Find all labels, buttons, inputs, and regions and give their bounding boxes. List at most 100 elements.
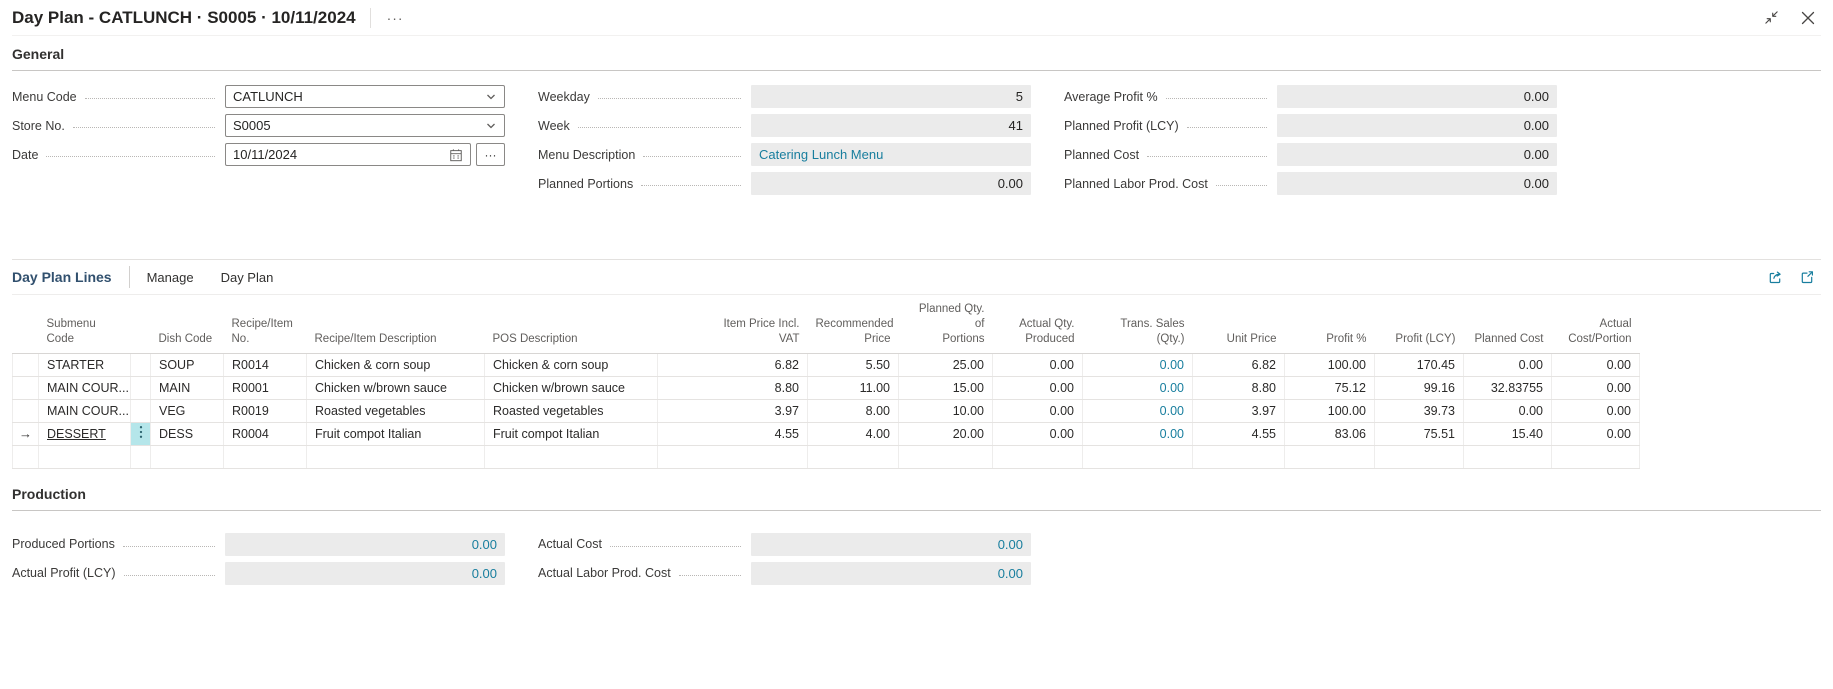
close-icon[interactable]: [1801, 11, 1815, 25]
cell-pos_desc[interactable]: Chicken w/brown sauce: [484, 376, 658, 400]
col-header-trans_sales[interactable]: Trans. Sales (Qty.): [1082, 296, 1193, 354]
produced-portions-field[interactable]: 0.00: [225, 532, 505, 556]
cell-actual_cost[interactable]: 0.00: [1551, 353, 1640, 377]
col-header-submenu[interactable]: Submenu Code: [38, 296, 131, 354]
col-header-planned_qty[interactable]: Planned Qty. of Portions: [898, 296, 993, 354]
day-plan-menu-item[interactable]: Day Plan: [220, 269, 274, 285]
cell-unit_price[interactable]: 4.55: [1192, 422, 1285, 446]
menu-description-field[interactable]: Catering Lunch Menu: [751, 143, 1031, 166]
row-options-cell[interactable]: [130, 422, 151, 446]
cell-rec_price[interactable]: [807, 445, 899, 469]
cell-recipe_no[interactable]: R0004: [223, 422, 307, 446]
cell-trans_sales[interactable]: 0.00: [1082, 422, 1193, 446]
cell-dish[interactable]: MAIN: [150, 376, 224, 400]
cell-dish[interactable]: SOUP: [150, 353, 224, 377]
cell-unit_price[interactable]: 3.97: [1192, 399, 1285, 423]
share-icon[interactable]: [1767, 269, 1783, 285]
cell-pos_desc[interactable]: Fruit compot Italian: [484, 422, 658, 446]
cell-planned_cost[interactable]: 32.83755: [1463, 376, 1552, 400]
col-header-rec_price[interactable]: Recommended Price: [807, 296, 899, 354]
more-options-button[interactable]: ···: [386, 9, 404, 26]
cell-recipe_desc[interactable]: Fruit compot Italian: [306, 422, 485, 446]
cell-planned_cost[interactable]: 15.40: [1463, 422, 1552, 446]
cell-rec_price[interactable]: 8.00: [807, 399, 899, 423]
cell-actual_qty[interactable]: 0.00: [992, 399, 1083, 423]
cell-profit_lcy[interactable]: 99.16: [1374, 376, 1464, 400]
actual-labor-cost-field[interactable]: 0.00: [751, 561, 1031, 585]
col-header-unit_price[interactable]: Unit Price: [1192, 296, 1285, 354]
col-header-actual_cost[interactable]: Actual Cost/Portion: [1551, 296, 1640, 354]
store-no-combobox[interactable]: S0005: [225, 114, 505, 137]
cell-item_price[interactable]: [657, 445, 808, 469]
col-header-pos_desc[interactable]: POS Description: [484, 296, 658, 354]
date-assist-button[interactable]: ···: [476, 143, 505, 166]
cell-profit_pct[interactable]: [1284, 445, 1375, 469]
cell-trans_sales[interactable]: 0.00: [1082, 353, 1193, 377]
cell-item_price[interactable]: 4.55: [657, 422, 808, 446]
cell-dish[interactable]: [150, 445, 224, 469]
cell-planned_qty[interactable]: 25.00: [898, 353, 993, 377]
cell-item_price[interactable]: 6.82: [657, 353, 808, 377]
cell-submenu[interactable]: [38, 445, 131, 469]
cell-recipe_desc[interactable]: Roasted vegetables: [306, 399, 485, 423]
cell-submenu[interactable]: MAIN COUR...: [38, 399, 131, 423]
cell-actual_qty[interactable]: [992, 445, 1083, 469]
cell-profit_lcy[interactable]: 39.73: [1374, 399, 1464, 423]
cell-recipe_no[interactable]: R0001: [223, 376, 307, 400]
cell-actual_qty[interactable]: 0.00: [992, 422, 1083, 446]
cell-item_price[interactable]: 8.80: [657, 376, 808, 400]
cell-profit_pct[interactable]: 100.00: [1284, 353, 1375, 377]
cell-trans_sales[interactable]: [1082, 445, 1193, 469]
cell-submenu[interactable]: STARTER: [38, 353, 131, 377]
cell-unit_price[interactable]: 6.82: [1192, 353, 1285, 377]
col-header-profit_pct[interactable]: Profit %: [1284, 296, 1375, 354]
cell-pos_desc[interactable]: Roasted vegetables: [484, 399, 658, 423]
cell-actual_cost[interactable]: 0.00: [1551, 422, 1640, 446]
col-header-recipe_desc[interactable]: Recipe/Item Description: [306, 296, 485, 354]
manage-menu-item[interactable]: Manage: [146, 269, 194, 285]
col-header-recipe_no[interactable]: Recipe/Item No.: [223, 296, 307, 354]
cell-profit_pct[interactable]: 75.12: [1284, 376, 1375, 400]
cell-recipe_desc[interactable]: Chicken w/brown sauce: [306, 376, 485, 400]
cell-actual_cost[interactable]: 0.00: [1551, 399, 1640, 423]
cell-profit_lcy[interactable]: 75.51: [1374, 422, 1464, 446]
cell-rec_price[interactable]: 4.00: [807, 422, 899, 446]
open-in-new-window-icon[interactable]: [1799, 269, 1815, 285]
cell-dish[interactable]: DESS: [150, 422, 224, 446]
col-header-dish[interactable]: Dish Code: [150, 296, 224, 354]
cell-profit_pct[interactable]: 100.00: [1284, 399, 1375, 423]
cell-rec_price[interactable]: 5.50: [807, 353, 899, 377]
cell-submenu[interactable]: DESSERT: [38, 422, 131, 446]
cell-planned_qty[interactable]: 20.00: [898, 422, 993, 446]
cell-submenu[interactable]: MAIN COUR...: [38, 376, 131, 400]
cell-planned_qty[interactable]: [898, 445, 993, 469]
cell-trans_sales[interactable]: 0.00: [1082, 399, 1193, 423]
cell-actual_qty[interactable]: 0.00: [992, 376, 1083, 400]
cell-rec_price[interactable]: 11.00: [807, 376, 899, 400]
col-header-planned_cost[interactable]: Planned Cost: [1463, 296, 1552, 354]
cell-item_price[interactable]: 3.97: [657, 399, 808, 423]
cell-planned_cost[interactable]: 0.00: [1463, 399, 1552, 423]
date-input[interactable]: 10/11/2024: [225, 143, 471, 166]
cell-unit_price[interactable]: [1192, 445, 1285, 469]
cell-actual_cost[interactable]: [1551, 445, 1640, 469]
actual-cost-field[interactable]: 0.00: [751, 532, 1031, 556]
menu-code-combobox[interactable]: CATLUNCH: [225, 85, 505, 108]
cell-unit_price[interactable]: 8.80: [1192, 376, 1285, 400]
col-header-actual_qty[interactable]: Actual Qty. Produced: [992, 296, 1083, 354]
cell-trans_sales[interactable]: 0.00: [1082, 376, 1193, 400]
actual-profit-field[interactable]: 0.00: [225, 561, 505, 585]
col-header-item_price[interactable]: Item Price Incl. VAT: [657, 296, 808, 354]
cell-actual_qty[interactable]: 0.00: [992, 353, 1083, 377]
cell-recipe_no[interactable]: R0019: [223, 399, 307, 423]
cell-actual_cost[interactable]: 0.00: [1551, 376, 1640, 400]
cell-profit_lcy[interactable]: 170.45: [1374, 353, 1464, 377]
cell-recipe_no[interactable]: [223, 445, 307, 469]
cell-planned_cost[interactable]: [1463, 445, 1552, 469]
col-header-profit_lcy[interactable]: Profit (LCY): [1374, 296, 1464, 354]
cell-pos_desc[interactable]: [484, 445, 658, 469]
cell-recipe_desc[interactable]: [306, 445, 485, 469]
cell-planned_qty[interactable]: 15.00: [898, 376, 993, 400]
cell-recipe_desc[interactable]: Chicken & corn soup: [306, 353, 485, 377]
cell-dish[interactable]: VEG: [150, 399, 224, 423]
